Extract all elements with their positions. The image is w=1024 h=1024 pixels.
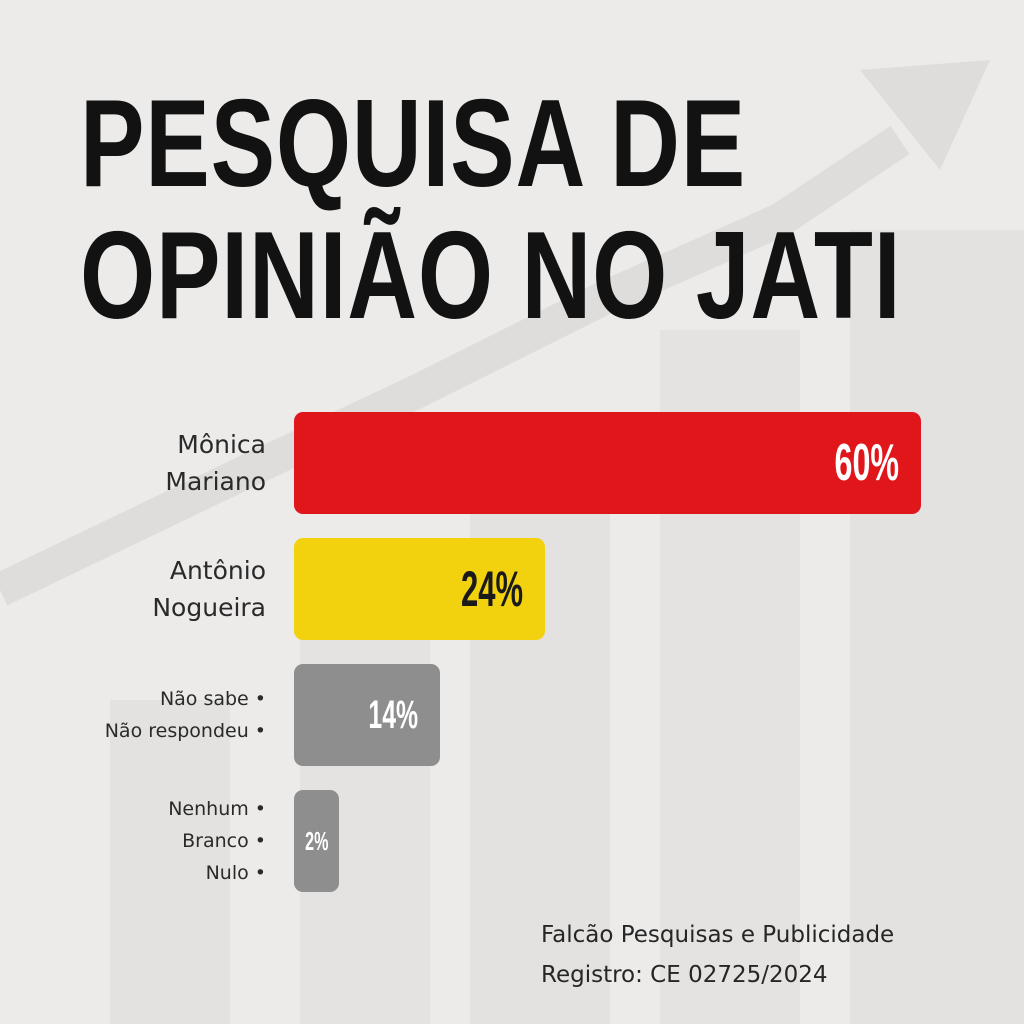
category-label-nao-sabe: Não sabeNão respondeu (105, 683, 266, 747)
bar-monica-mariano: 60% (294, 412, 921, 514)
category-label-line: Mônica (177, 430, 266, 459)
title-line-1: PESQUISA DE (80, 75, 747, 213)
footer-credits: Falcão Pesquisas e Publicidade Registro:… (541, 915, 894, 995)
value-label-monica-mariano: 60% (834, 434, 899, 492)
bg-trend-arrow (0, 125, 910, 606)
category-label-line: Nogueira (152, 593, 266, 622)
footer-source: Falcão Pesquisas e Publicidade (541, 922, 895, 948)
category-label-line: Não respondeu (105, 715, 266, 747)
value-label-nenhum: 2% (304, 825, 329, 856)
category-label-nenhum: NenhumBrancoNulo (168, 793, 266, 889)
bg-column-5 (850, 230, 1024, 1024)
category-label-monica-mariano: Mônica Mariano (165, 426, 266, 500)
bar-antonio-nogueira: 24% (294, 538, 545, 640)
category-label-line: Mariano (165, 467, 266, 496)
bar-nao-sabe: 14% (294, 664, 441, 766)
category-label-line: Antônio (169, 556, 266, 585)
category-label-antonio-nogueira: Antônio Nogueira (152, 552, 266, 626)
bar-nenhum: 2% (294, 790, 339, 892)
category-label-line: Nulo (168, 857, 266, 889)
category-label-line: Nenhum (168, 793, 266, 825)
bg-column-3 (470, 430, 610, 1024)
bg-arrow-head (860, 60, 990, 170)
title-line-2: OPINIÃO NO JATI (80, 207, 902, 345)
category-label-line: Não sabe (105, 683, 266, 715)
page-title: PESQUISA DE OPINIÃO NO JATI (80, 75, 902, 345)
footer-registration: Registro: CE 02725/2024 (541, 962, 828, 988)
value-label-nao-sabe: 14% (368, 692, 419, 737)
value-label-antonio-nogueira: 24% (460, 561, 523, 617)
category-label-line: Branco (168, 825, 266, 857)
